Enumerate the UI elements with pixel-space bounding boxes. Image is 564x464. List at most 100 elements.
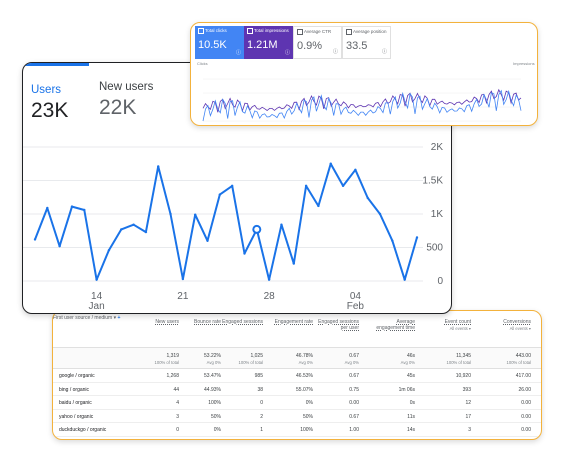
- event-filter-dropdown[interactable]: All events ▾: [449, 326, 471, 331]
- table-cell: 12: [465, 400, 471, 406]
- clicks-series-line: [202, 89, 522, 122]
- column-total-value: 46.78%: [296, 353, 313, 359]
- data-point: [181, 277, 185, 281]
- table-cell: 0s: [409, 400, 415, 406]
- data-point: [33, 238, 37, 241]
- column-header[interactable]: Conversions All events ▾: [503, 319, 531, 332]
- column-header[interactable]: New users: [155, 319, 179, 325]
- total-impressions-value: 1.21M: [247, 39, 278, 51]
- left-axis-title: Clicks: [197, 61, 208, 66]
- y-tick-label: 0: [437, 276, 443, 287]
- table-cell: 100%: [208, 400, 221, 406]
- source-medium-name[interactable]: yahoo / organic: [59, 413, 94, 420]
- data-point: [329, 162, 332, 165]
- table-cell: 0: [260, 400, 263, 406]
- help-icon: ⓘ: [381, 49, 387, 55]
- column-header-label: Bounce rate: [194, 319, 221, 325]
- table-cell: 3: [176, 413, 179, 420]
- column-total-sub: 100% of total: [446, 360, 471, 365]
- table-cell: 1.00: [349, 427, 359, 433]
- average-position-metric[interactable]: Average position 33.5 ⓘ: [342, 26, 391, 59]
- add-dimension-button[interactable]: +: [117, 315, 121, 321]
- data-point: [415, 236, 419, 239]
- table-cell: 11s: [407, 413, 415, 420]
- column-header[interactable]: Event count All events ▾: [445, 319, 471, 332]
- tab-new-users[interactable]: New users 22K: [89, 63, 179, 123]
- total-impressions-metric[interactable]: Total impressions 1.21M ⓘ: [244, 26, 293, 59]
- column-total-value: 11,345: [456, 353, 471, 359]
- table-cell: 44: [173, 386, 179, 393]
- data-point: [95, 278, 98, 281]
- highlighted-data-point[interactable]: [252, 224, 262, 234]
- column-header[interactable]: Engagement rate: [275, 319, 313, 325]
- table-cell: 985: [254, 373, 263, 379]
- data-point: [218, 193, 222, 196]
- column-total-sub: Avg 0%: [400, 360, 415, 365]
- column-header[interactable]: Bounce rate: [194, 319, 221, 325]
- source-medium-name[interactable]: google / organic: [59, 373, 95, 379]
- table-cell: 46.53%: [296, 373, 313, 379]
- table-row[interactable]: duckduckgo / organic 0 0% 1 100% 1.00 14s 3 0.00: [53, 423, 541, 437]
- table-row[interactable]: bing / organic 44 44.93% 38 55.07% 0.75 1m 06s…: [53, 383, 541, 396]
- total-impressions-label: Total impressions: [254, 28, 289, 34]
- table-cell: 0.00: [521, 413, 531, 420]
- column-header[interactable]: Engaged sessions per user: [315, 319, 359, 331]
- data-point: [391, 239, 394, 242]
- table-row[interactable]: yahoo / organic 3 50% 2 50% 0.67 11s 17 0.00: [53, 410, 541, 423]
- table-cell: 417.00: [515, 373, 531, 379]
- table-header-row: First user source / medium ▾ + ↓ New use…: [53, 315, 541, 347]
- table-cell: 0.00: [521, 400, 531, 406]
- event-filter-dropdown[interactable]: All events ▾: [509, 326, 531, 331]
- source-medium-name[interactable]: baidu / organic: [59, 400, 92, 406]
- table-cell: 55.07%: [296, 386, 313, 393]
- y-tick-label: 1.5K: [422, 176, 443, 187]
- table-cell: 1m 06s: [398, 386, 415, 393]
- data-point: [83, 208, 86, 212]
- checkbox-icon: [247, 28, 253, 34]
- column-total-sub: 100% of total: [506, 360, 531, 365]
- column-header[interactable]: Engaged sessions: [222, 319, 263, 325]
- column-header-label: Average engagement time: [376, 319, 415, 331]
- column-total-value: 53.22%: [204, 353, 221, 359]
- dimension-selector[interactable]: First user source / medium ▾ +: [53, 315, 121, 321]
- column-header-label: Conversions: [503, 319, 531, 325]
- x-tick-day: 14: [91, 291, 103, 302]
- users-series-line: [34, 162, 418, 281]
- average-position-value: 33.5: [346, 40, 368, 52]
- table-cell: 3: [468, 427, 471, 433]
- column-header-label: Engagement rate: [274, 319, 313, 325]
- search-performance-card: Total clicks 10.5K ⓘ Total impressions 1…: [190, 22, 538, 126]
- table-cell: 393: [462, 386, 471, 393]
- data-point: [157, 165, 160, 168]
- sort-desc-icon[interactable]: ↓: [157, 319, 160, 325]
- source-medium-name[interactable]: bing / organic: [59, 386, 90, 393]
- checkbox-icon: [346, 29, 352, 35]
- table-cell: 50%: [302, 413, 313, 420]
- table-row[interactable]: google / organic 1,268 53.47% 985 46.53% 0.67…: [53, 369, 541, 383]
- x-tick-month: Feb: [347, 301, 365, 312]
- x-tick-day: 04: [350, 291, 362, 302]
- average-ctr-metric[interactable]: Average CTR 0.9% ⓘ: [293, 26, 342, 59]
- source-medium-name[interactable]: duckduckgo / organic: [59, 427, 107, 433]
- data-point: [169, 212, 172, 216]
- new-users-tab-label: New users: [99, 81, 154, 93]
- table-cell: 26.00: [518, 386, 531, 393]
- table-cell: 10,920: [455, 373, 471, 379]
- x-tick-month: Jan: [89, 301, 105, 312]
- table-cell: 2: [260, 413, 263, 420]
- data-point: [378, 212, 382, 216]
- column-total-value: 0.67: [349, 353, 359, 359]
- table-totals-row: 1,319 100% of total 53.22% Avg 0% 1,025 100% …: [53, 347, 541, 369]
- column-header-label: Event count: [444, 319, 471, 325]
- table-row[interactable]: baidu / organic 4 100% 0 0% 0.00 0s 12 0.00: [53, 396, 541, 410]
- tab-users[interactable]: Users 23K: [23, 63, 89, 126]
- data-point: [403, 278, 406, 281]
- column-total-value: 46s: [406, 353, 415, 359]
- users-tab-label: Users: [31, 84, 62, 96]
- data-point: [230, 184, 234, 188]
- table-cell: 100%: [300, 427, 313, 433]
- column-header[interactable]: Average engagement time: [371, 319, 415, 331]
- data-point: [58, 244, 61, 248]
- y-tick-label: 500: [426, 243, 443, 254]
- total-clicks-metric[interactable]: Total clicks 10.5K ⓘ: [195, 26, 244, 59]
